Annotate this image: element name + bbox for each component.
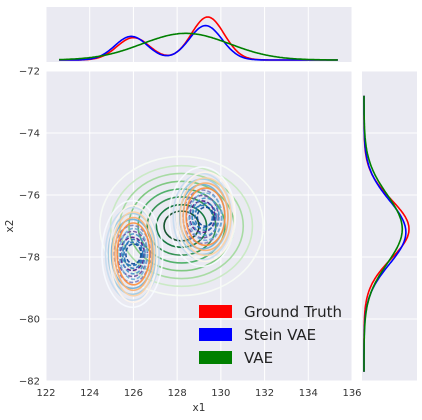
x-tick-label: 124 — [80, 388, 99, 399]
contour-ground-truth — [175, 171, 236, 263]
x-tick-label: 130 — [211, 388, 230, 399]
x-tick-label: 122 — [36, 388, 55, 399]
y-tick-label: −78 — [19, 253, 40, 264]
legend-label-ground-truth: Ground Truth — [244, 303, 342, 321]
contour-ground-truth — [118, 227, 149, 281]
legend-swatch-vae — [199, 351, 232, 364]
contour-ground-truth — [125, 243, 142, 265]
top-marginal-vae — [59, 32, 338, 61]
y-tick-label: −72 — [19, 67, 40, 78]
x-tick-label: 134 — [299, 388, 318, 399]
contour-ground-truth — [182, 182, 229, 252]
legend-swatch-stein-vae — [199, 328, 232, 341]
top-marginal-curves — [59, 16, 338, 61]
contour-ground-truth — [188, 192, 223, 242]
legend-swatch-ground-truth — [199, 305, 232, 318]
contour-vae — [98, 155, 265, 297]
top-marginal-stein-vae — [59, 24, 338, 61]
y-tick-label: −76 — [19, 191, 40, 202]
contour-stein-vae — [107, 212, 158, 296]
x-tick-label: 136 — [342, 388, 361, 399]
contour-stein-vae — [101, 199, 164, 309]
contour-ground-truth — [109, 204, 158, 304]
legend: Ground Truth Stein VAE VAE — [199, 303, 342, 367]
contour-stein-vae — [168, 166, 237, 268]
right-marginal-panel — [362, 71, 417, 381]
contour-ground-truth — [185, 187, 226, 247]
contour-ground-truth — [191, 197, 220, 237]
x-tick-label: 132 — [255, 388, 274, 399]
contour-vae — [137, 188, 226, 264]
y-tick-label: −82 — [19, 377, 40, 388]
x-tick-label: 126 — [124, 388, 143, 399]
legend-label-vae: VAE — [244, 349, 273, 367]
tick-labels: 122 124 126 128 130 132 134 136 −72 −74 −76 −78 −80 −… — [19, 67, 362, 400]
contour-stein-vae — [185, 194, 220, 239]
y-axis-label: x2 — [4, 220, 16, 233]
x-tick-label: 128 — [168, 388, 187, 399]
right-marginal-vae — [363, 95, 404, 372]
contour-stein-vae — [110, 218, 155, 290]
legend-label-stein-vae: Stein VAE — [244, 326, 316, 344]
contour-ground-truth — [111, 211, 156, 297]
contour-ground-truth — [114, 216, 153, 292]
x-axis-label: x1 — [193, 402, 206, 414]
contour-stein-vae — [104, 206, 160, 302]
contour-ground-truth — [120, 233, 146, 275]
kde-contours — [98, 155, 265, 309]
contour-ground-truth — [196, 206, 215, 227]
contour-ground-truth — [179, 177, 232, 257]
contour-ground-truth — [194, 202, 217, 232]
y-tick-label: −80 — [19, 315, 40, 326]
contour-ground-truth — [116, 222, 151, 286]
y-tick-label: −74 — [19, 129, 40, 140]
right-marginal-curves — [363, 95, 410, 372]
contour-ground-truth — [123, 238, 144, 270]
